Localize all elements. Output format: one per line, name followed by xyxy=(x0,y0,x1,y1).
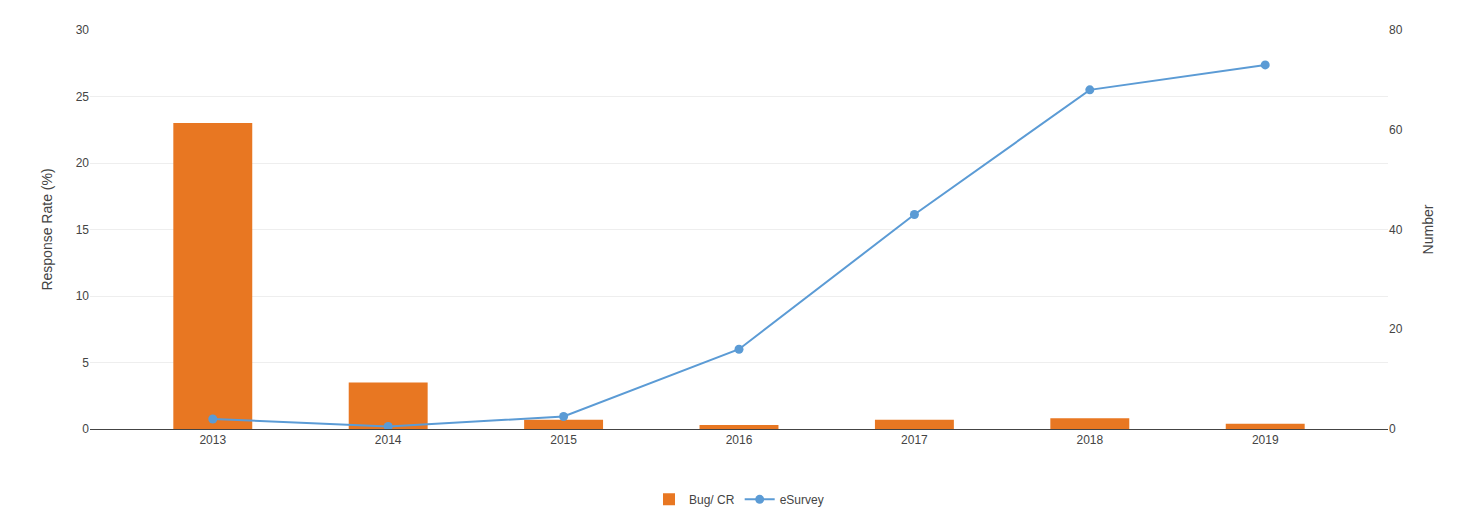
svg-text:2013: 2013 xyxy=(199,433,226,447)
svg-text:0: 0 xyxy=(82,422,89,436)
svg-text:Response Rate (%): Response Rate (%) xyxy=(39,168,55,290)
svg-text:40: 40 xyxy=(1389,223,1403,237)
svg-text:eSurvey: eSurvey xyxy=(780,493,824,507)
svg-text:60: 60 xyxy=(1389,123,1403,137)
svg-text:15: 15 xyxy=(76,223,90,237)
svg-text:2016: 2016 xyxy=(726,433,753,447)
svg-text:5: 5 xyxy=(82,356,89,370)
svg-text:25: 25 xyxy=(76,90,90,104)
svg-text:2014: 2014 xyxy=(375,433,402,447)
svg-text:2015: 2015 xyxy=(550,433,577,447)
svg-text:2018: 2018 xyxy=(1076,433,1103,447)
svg-text:20: 20 xyxy=(76,156,90,170)
svg-text:2017: 2017 xyxy=(901,433,928,447)
svg-text:Number: Number xyxy=(1420,204,1436,254)
svg-text:0: 0 xyxy=(1389,422,1396,436)
svg-text:80: 80 xyxy=(1389,23,1403,37)
svg-text:20: 20 xyxy=(1389,322,1403,336)
svg-text:Bug/ CR: Bug/ CR xyxy=(689,493,735,507)
svg-text:10: 10 xyxy=(76,289,90,303)
svg-text:30: 30 xyxy=(76,23,90,37)
svg-text:2019: 2019 xyxy=(1252,433,1279,447)
